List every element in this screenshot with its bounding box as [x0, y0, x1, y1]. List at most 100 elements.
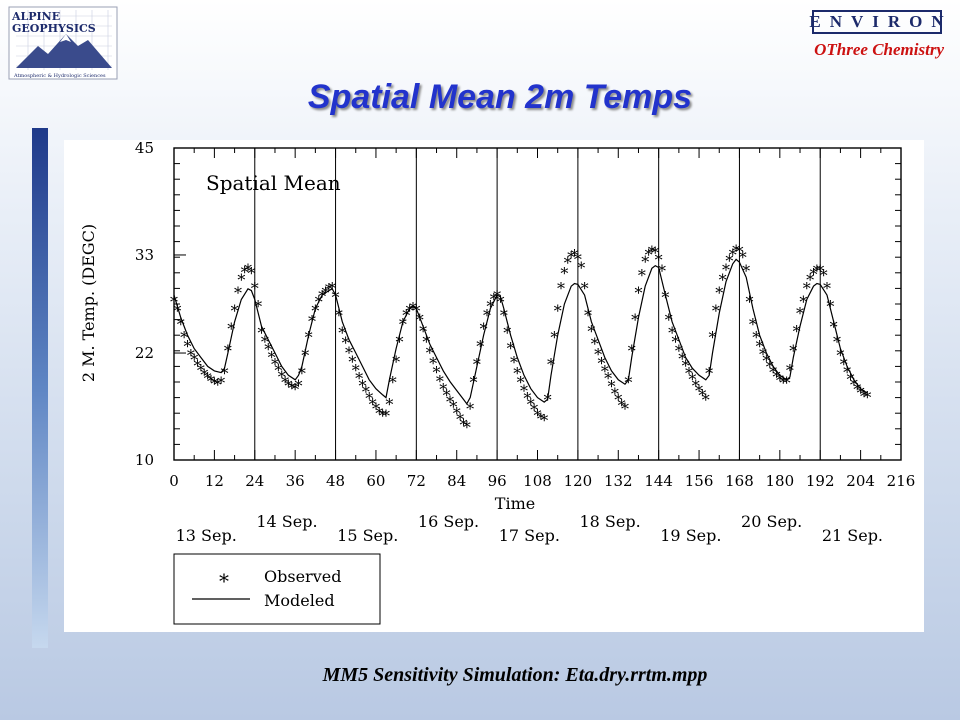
x-tick-label: 216 — [887, 472, 916, 490]
observed-point: * — [500, 306, 508, 325]
legend-observed-marker: * — [219, 569, 229, 593]
alpine-geophysics-logo: ALPINE GEOPHYSICS Atmospheric & Hydrolog… — [8, 6, 118, 80]
observed-point: * — [486, 297, 494, 316]
observed-point: * — [301, 346, 309, 365]
day-label: 16 Sep. — [418, 512, 479, 531]
observed-point: * — [335, 306, 343, 325]
x-tick-label: 0 — [169, 472, 179, 490]
observed-point: * — [264, 340, 272, 359]
observed-point: * — [480, 319, 488, 338]
observed-point: * — [715, 284, 723, 303]
observed-point: * — [234, 284, 242, 303]
observed-point: * — [247, 264, 255, 283]
observed-point: * — [850, 375, 858, 394]
observed-point: * — [762, 351, 770, 370]
observed-point: * — [648, 243, 656, 262]
observed-point: * — [449, 398, 457, 417]
modeled-series-line — [173, 258, 868, 405]
observed-point: * — [776, 371, 784, 390]
legend-observed-label: Observed — [264, 567, 341, 586]
observed-point: * — [362, 383, 370, 402]
observed-point: * — [806, 270, 814, 289]
observed-point: * — [426, 343, 434, 362]
observed-point: * — [332, 288, 340, 307]
observed-point: * — [823, 279, 831, 298]
logo-left-line1: ALPINE — [11, 10, 60, 23]
observed-point: * — [217, 374, 225, 393]
observed-point: * — [490, 290, 498, 309]
observed-point: * — [295, 376, 303, 395]
x-tick-label: 48 — [326, 472, 345, 490]
observed-point: * — [608, 377, 616, 396]
observed-point: * — [446, 392, 454, 411]
observed-point: * — [695, 382, 703, 401]
observed-point: * — [803, 279, 811, 298]
observed-point: * — [284, 376, 292, 395]
observed-point: * — [348, 352, 356, 371]
observed-point: * — [709, 328, 717, 347]
x-tick-label: 192 — [806, 472, 835, 490]
observed-point: * — [564, 253, 572, 272]
x-tick-label: 108 — [523, 472, 552, 490]
observed-point: * — [581, 279, 589, 298]
x-tick-label: 36 — [286, 472, 305, 490]
observed-point: * — [540, 411, 548, 430]
observed-point: * — [769, 363, 777, 382]
observed-point: * — [742, 261, 750, 280]
observed-point: * — [557, 279, 565, 298]
observed-point: * — [358, 376, 366, 395]
observed-point: * — [577, 259, 585, 278]
observed-point: * — [560, 264, 568, 283]
observed-point: * — [554, 301, 562, 320]
observed-point: * — [369, 395, 377, 414]
observed-point: * — [271, 355, 279, 374]
x-tick-label: 84 — [447, 472, 466, 490]
observed-point: * — [749, 315, 757, 334]
observed-point: * — [237, 270, 245, 289]
observed-point: * — [173, 301, 181, 320]
observed-point: * — [735, 243, 743, 262]
x-tick-label: 168 — [725, 472, 754, 490]
observed-point: * — [527, 395, 535, 414]
observed-point: * — [584, 306, 592, 325]
observed-point: * — [379, 407, 387, 426]
alpine-geophysics-logo-graphic: ALPINE GEOPHYSICS Atmospheric & Hydrolog… — [8, 6, 118, 80]
x-tick-label: 24 — [245, 472, 264, 490]
observed-point: * — [439, 380, 447, 399]
observed-point: * — [813, 261, 821, 280]
chart-legend: * Observed Modeled — [173, 553, 381, 625]
day-label: 20 Sep. — [741, 512, 802, 531]
observed-point: * — [476, 337, 484, 356]
observed-point: * — [772, 367, 780, 386]
observed-point: * — [429, 354, 437, 373]
x-tick-label: 12 — [205, 472, 224, 490]
observed-point: * — [665, 310, 673, 329]
observed-point: * — [779, 374, 787, 393]
observed-point: * — [453, 404, 461, 423]
observed-point: * — [207, 372, 215, 391]
x-tick-label: 72 — [407, 472, 426, 490]
chart-panel: * * * * * * * * * * * * * * * * * * * * * * * * * * * * * * * * * * * * * * * *… — [64, 139, 924, 632]
observed-point: * — [244, 260, 252, 279]
observed-point: * — [816, 261, 824, 280]
observed-point: * — [180, 328, 188, 347]
observed-point: * — [550, 328, 558, 347]
observed-point: * — [523, 389, 531, 408]
observed-point: * — [833, 333, 841, 352]
y-tick-label: 33 — [135, 246, 154, 264]
observed-point: * — [214, 375, 222, 394]
observed-point: * — [759, 345, 767, 364]
observed-point: * — [375, 404, 383, 423]
x-tick-label: 156 — [685, 472, 714, 490]
observed-point: * — [352, 361, 360, 380]
observed-point: * — [251, 279, 259, 298]
observed-point: * — [385, 395, 393, 414]
observed-point: * — [840, 355, 848, 374]
observed-point: * — [197, 361, 205, 380]
observed-point: * — [291, 380, 299, 399]
observed-point: * — [853, 380, 861, 399]
slide-title: Spatial Mean 2m Temps — [307, 78, 693, 116]
observed-point: * — [258, 324, 266, 343]
observed-point: * — [614, 391, 622, 410]
observed-point: * — [786, 361, 794, 380]
